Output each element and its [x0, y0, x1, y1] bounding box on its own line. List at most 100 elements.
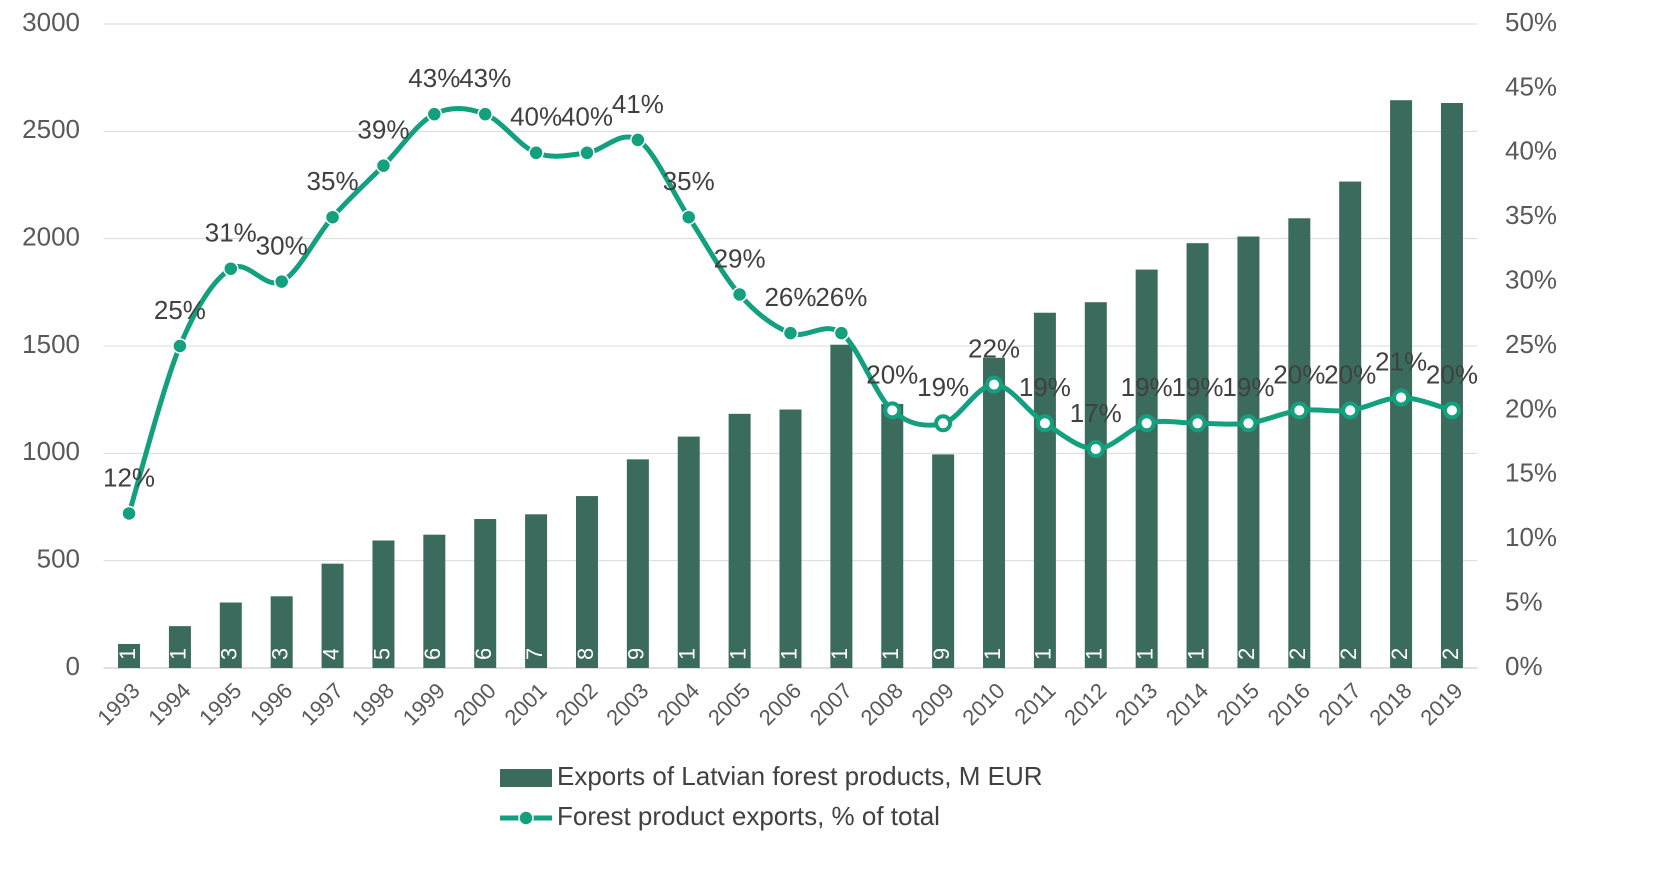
bar [270, 596, 293, 668]
x-tick-label: 2004 [652, 678, 704, 730]
y-tick-label: 1500 [22, 329, 80, 359]
bar-value-label: 2266 [1336, 611, 1361, 660]
bar-value-label: 1445 [980, 611, 1005, 660]
bar [1288, 218, 1311, 669]
line-value-label: 17% [1070, 398, 1122, 428]
bar [1440, 102, 1463, 669]
bar-value-label: 1230 [878, 611, 903, 660]
line-value-label: 12% [103, 462, 155, 492]
x-tick-label: 1994 [143, 678, 195, 730]
bar [219, 602, 242, 668]
bar [728, 413, 751, 668]
bar-value-label: 305 [217, 623, 242, 660]
line-value-label: 19% [1121, 372, 1173, 402]
bar-value-label: 1204 [776, 611, 801, 660]
bar [1084, 302, 1107, 668]
x-tick-label: 2002 [550, 678, 602, 730]
bar-value-label: 2095 [1285, 611, 1310, 660]
line-value-label: 30% [256, 230, 308, 260]
bar-value-label: 1655 [1031, 611, 1056, 660]
bar-value-label: 1704 [1082, 611, 1107, 660]
line-marker [324, 209, 341, 225]
x-tick-label: 1999 [398, 678, 450, 730]
bar [525, 514, 548, 668]
bar [881, 403, 904, 668]
line-value-label: 22% [968, 334, 1020, 364]
bar [423, 534, 446, 668]
y-tick-label: 2000 [22, 222, 80, 252]
bar-value-label: 621 [420, 623, 445, 660]
line-marker [1137, 414, 1156, 433]
line-marker [579, 145, 595, 161]
bar [626, 459, 649, 668]
line-value-label: 26% [815, 282, 867, 312]
bar [372, 540, 395, 668]
line-value-label: 41% [612, 89, 664, 119]
bar [983, 357, 1006, 668]
bar [575, 496, 598, 668]
bar-value-label: 594 [369, 623, 394, 660]
bar-value-label: 112 [115, 625, 140, 660]
bar-value-label: 995 [929, 623, 954, 660]
x-tick-label: 2012 [1059, 678, 1111, 730]
bar [321, 563, 344, 668]
line-value-label: 25% [154, 295, 206, 325]
line-value-label: 19% [917, 372, 969, 402]
line-marker [731, 286, 748, 303]
line [126, 106, 1453, 515]
legend-swatch [500, 769, 552, 787]
line-marker [172, 338, 188, 354]
bar-value-label: 2645 [1387, 611, 1412, 660]
y-tick-label: 500 [37, 544, 80, 574]
line-marker [782, 325, 799, 341]
bar [1186, 243, 1209, 668]
x-tick-label: 2010 [957, 678, 1009, 730]
line-marker [1188, 414, 1207, 433]
y2-tick-label: 35% [1505, 200, 1557, 230]
bar-value-label: 2010 [1234, 611, 1259, 660]
line-value-label: 19% [1172, 372, 1224, 402]
legend-swatch [518, 810, 534, 826]
y2-tick-label: 15% [1505, 458, 1557, 488]
y2-tick-label: 20% [1505, 393, 1557, 423]
line-value-label: 35% [307, 166, 359, 196]
line-value-label: 20% [1426, 359, 1478, 389]
line-value-label: 19% [1019, 372, 1071, 402]
line-marker [985, 375, 1004, 394]
line-marker [630, 132, 646, 148]
bar-value-label: 334 [267, 623, 292, 660]
y2-tick-label: 5% [1505, 586, 1543, 616]
bar-value-label: 195 [166, 623, 191, 660]
x-tick-label: 2000 [449, 678, 501, 730]
x-tick-label: 2008 [856, 678, 908, 730]
line-value-label: 20% [1324, 359, 1376, 389]
line-value-label: 39% [357, 115, 409, 145]
line-marker [121, 505, 137, 522]
bar-value-label: 694 [471, 623, 496, 660]
bar-value-label: 1184 [725, 613, 750, 660]
bar [118, 643, 141, 668]
line-value-label: 40% [561, 102, 613, 132]
line-marker [1290, 401, 1309, 420]
x-tick-label: 2017 [1314, 678, 1366, 730]
y2-tick-label: 40% [1505, 136, 1557, 166]
line-value-label: 21% [1375, 346, 1427, 376]
line-value-label: 43% [459, 63, 511, 93]
y-tick-label: 1000 [22, 436, 80, 466]
x-tick-label: 2011 [1009, 678, 1060, 729]
bar-value-label: 1506 [827, 611, 852, 660]
bar-value-label: 1856 [1132, 611, 1157, 660]
bar [677, 436, 700, 668]
line-value-label: 26% [764, 282, 816, 312]
line-marker [833, 325, 850, 341]
x-tick-label: 1995 [194, 678, 246, 730]
y-tick-label: 3000 [22, 7, 80, 37]
x-tick-label: 2007 [805, 678, 857, 730]
x-tick-label: 2009 [906, 678, 958, 730]
line-value-label: 20% [866, 359, 918, 389]
legend-label: Exports of Latvian forest products, M EU… [557, 761, 1043, 791]
x-tick-label: 2013 [1110, 678, 1162, 730]
x-tick-label: 2005 [703, 678, 755, 730]
y2-tick-label: 10% [1505, 522, 1557, 552]
line-marker [883, 401, 902, 420]
